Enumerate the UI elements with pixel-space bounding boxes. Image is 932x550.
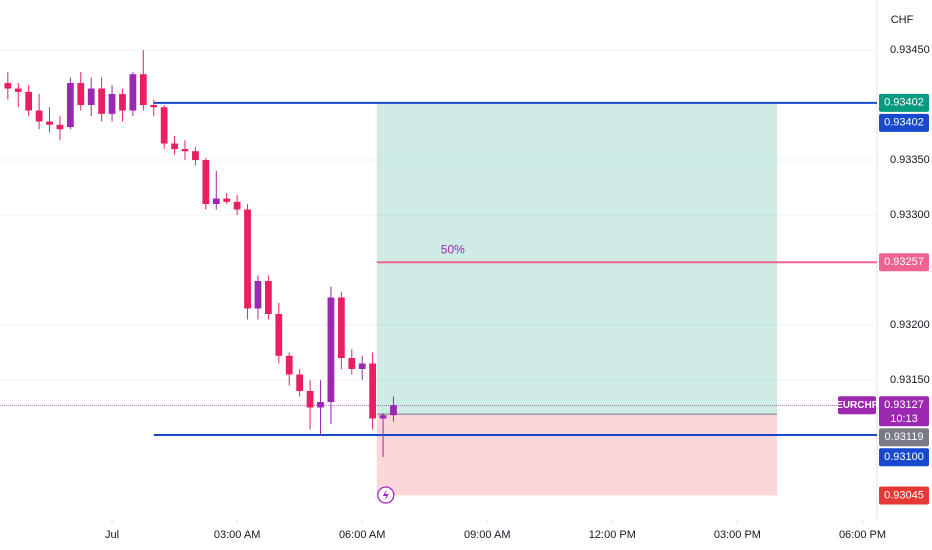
y-tick-label: 0.93300 [890, 209, 930, 221]
y-tick-label: 0.93350 [890, 154, 930, 166]
candle-body [327, 297, 335, 402]
price-label-bg [879, 428, 929, 447]
candle-body [66, 83, 74, 128]
candle-body [98, 88, 106, 114]
candle-body [296, 374, 304, 391]
candle-body [337, 297, 345, 358]
price-label: 0.93127 [884, 399, 924, 411]
candle-body [192, 151, 199, 161]
candle-body [348, 357, 356, 369]
price-label: 0.93100 [884, 451, 924, 463]
symbol-label: EURCHF [836, 400, 878, 411]
price-label: 0.93045 [884, 489, 924, 501]
x-tick-label: 06:00 AM [339, 529, 385, 541]
stop-zone [376, 414, 778, 496]
candle-body [265, 281, 272, 315]
candle-body [369, 363, 377, 419]
price-label-bg [879, 448, 929, 467]
candle-body [212, 198, 220, 205]
candle-body [87, 88, 95, 106]
candle-body [14, 88, 22, 92]
candle-body [46, 121, 53, 125]
candle-body [129, 74, 137, 111]
candle-body [254, 281, 262, 309]
candle-body [285, 355, 293, 375]
symbol-badge [838, 396, 876, 415]
price-label-bg [879, 253, 929, 272]
y-tick-label: 0.93200 [890, 319, 930, 331]
candle-body [306, 390, 314, 408]
candle-body [56, 124, 64, 130]
price-label-bg [879, 486, 929, 505]
x-tick-label: Jul [105, 529, 119, 541]
y-tick-label: 0.93150 [890, 374, 930, 386]
candle-body [160, 107, 168, 144]
candle-body [25, 91, 33, 111]
event-bolt [382, 489, 389, 501]
candle-body [379, 415, 387, 419]
midline-label: 50% [441, 242, 465, 256]
currency: CHF [891, 14, 914, 26]
candle-body [35, 110, 43, 122]
candle-body [139, 74, 147, 106]
countdown: 10:13 [890, 413, 918, 425]
candle-body [181, 149, 189, 152]
price-label: 0.93402 [884, 117, 924, 129]
candle-body [390, 405, 397, 416]
price-label-bg [879, 396, 929, 427]
price-label-bg [879, 93, 929, 112]
x-tick-label: 03:00 AM [214, 529, 260, 541]
target-zone [376, 102, 778, 415]
candle-body [244, 209, 251, 309]
candle-body [77, 83, 85, 106]
candle-body [358, 363, 366, 369]
price-label: 0.93257 [884, 256, 924, 268]
x-tick-label: 09:00 AM [464, 529, 510, 541]
candle-body [108, 94, 116, 114]
candle-body [150, 105, 158, 108]
candle-body [202, 160, 210, 205]
x-tick-label: 03:00 PM [714, 529, 761, 541]
price-label-bg [879, 113, 929, 132]
candle-body [119, 94, 126, 111]
y-tick-label: 0.93450 [890, 44, 930, 56]
candle-body [223, 198, 231, 202]
x-tick-label: 12:00 PM [589, 529, 636, 541]
candle-body [4, 83, 12, 89]
candle-body [171, 143, 178, 150]
price-label: 0.93119 [885, 431, 924, 443]
candle-body [233, 201, 241, 210]
candle-body [275, 314, 283, 356]
candle-body [317, 401, 324, 408]
x-tick-label: 06:00 PM [839, 529, 886, 541]
price-label: 0.93402 [884, 97, 924, 109]
